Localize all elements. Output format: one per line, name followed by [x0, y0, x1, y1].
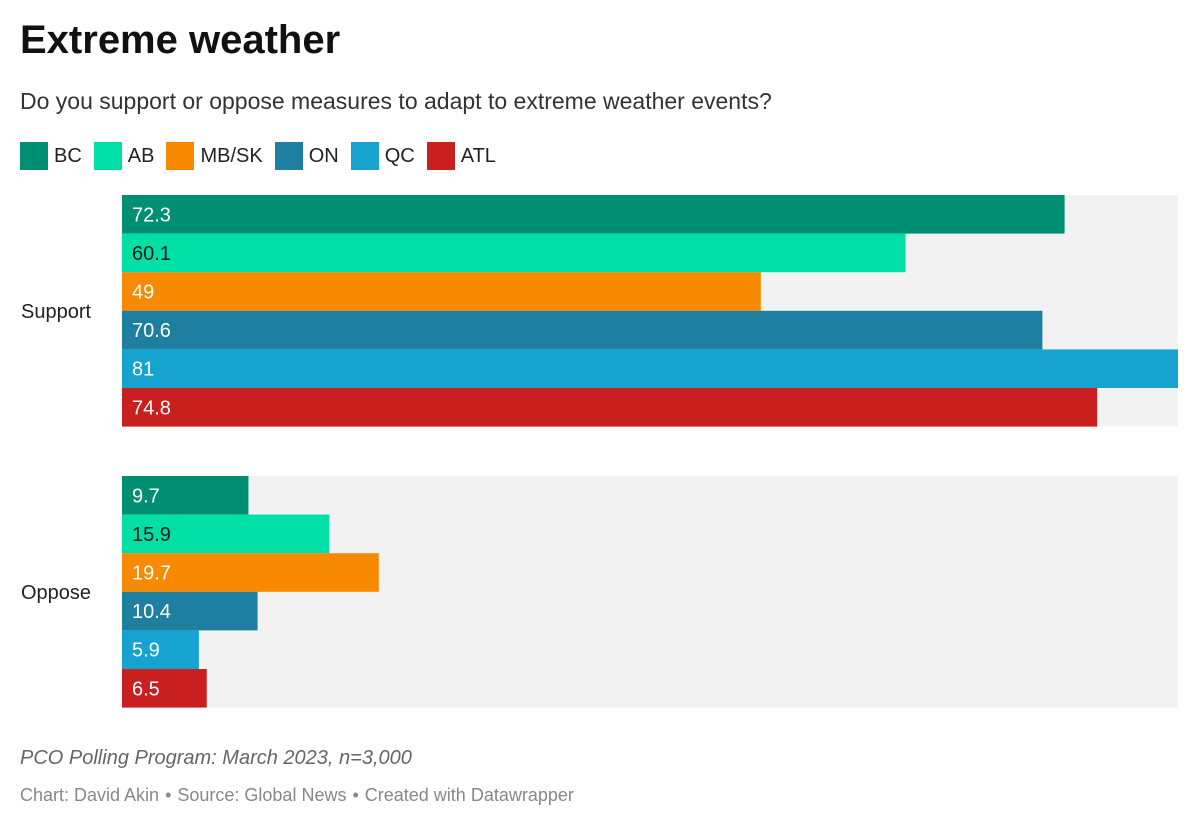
legend-swatch-ab — [93, 142, 122, 170]
legend-label-ab: AB — [127, 144, 155, 167]
bar-chart: Support 72.3 60.1 49 70.6 81 74.8 Oppose 9.7 15.9… — [21, 195, 1178, 708]
category-label-support: Support — [21, 301, 91, 323]
data-label-oppose-qc: 5.9 — [132, 640, 160, 662]
chart-subtitle: Do you support or oppose measures to ada… — [20, 88, 772, 114]
legend: BC AB MB/SK ON QC ATL — [20, 142, 508, 170]
data-label-support-mbsk: 49 — [132, 282, 154, 304]
legend-item-mbsk: MB/SK — [166, 142, 263, 170]
data-label-oppose-bc: 9.7 — [132, 485, 160, 507]
legend-swatch-qc — [350, 142, 379, 170]
bar-support-mbsk — [122, 272, 761, 311]
data-label-support-ab: 60.1 — [132, 243, 171, 265]
legend-label-on: ON — [308, 144, 339, 167]
chart-note: PCO Polling Program: March 2023, n=3,000 — [20, 747, 412, 769]
byline-separator: • — [165, 785, 172, 805]
data-label-oppose-mbsk: 19.7 — [132, 563, 171, 585]
legend-swatch-bc — [20, 142, 48, 170]
bar-support-qc — [122, 349, 1178, 388]
byline-separator: • — [352, 785, 359, 805]
bar-oppose-atl — [122, 669, 207, 708]
bar-oppose-bc — [122, 476, 249, 515]
bar-oppose-qc — [122, 630, 199, 669]
legend-label-qc: QC — [384, 144, 415, 167]
chart-tool: Created with Datawrapper — [364, 785, 574, 805]
chart-source: Source: Global News — [177, 785, 347, 805]
bar-support-bc — [122, 195, 1065, 234]
bar-oppose-ab — [122, 514, 330, 554]
legend-item-on: ON — [274, 142, 339, 170]
data-label-oppose-ab: 15.9 — [132, 524, 171, 546]
legend-item-ab: AB — [93, 142, 155, 170]
data-label-support-bc: 72.3 — [132, 204, 171, 226]
category-label-oppose: Oppose — [21, 582, 91, 604]
bar-oppose-mbsk — [122, 553, 379, 592]
legend-item-atl: ATL — [426, 142, 496, 170]
chart-credit: Chart: David Akin — [20, 785, 160, 805]
chart-title: Extreme weather — [20, 18, 341, 62]
bar-support-atl — [122, 388, 1098, 427]
data-label-support-atl: 74.8 — [132, 397, 171, 419]
legend-swatch-atl — [426, 142, 455, 170]
legend-label-bc: BC — [54, 144, 82, 167]
legend-item-bc: BC — [20, 142, 82, 170]
bar-support-on — [122, 310, 1043, 350]
bar-oppose-on — [122, 591, 258, 631]
data-label-oppose-atl: 6.5 — [132, 678, 160, 700]
data-label-oppose-on: 10.4 — [132, 601, 171, 623]
bar-support-ab — [122, 233, 906, 273]
data-label-support-on: 70.6 — [132, 320, 171, 342]
legend-label-mbsk: MB/SK — [200, 144, 263, 167]
legend-label-atl: ATL — [460, 144, 496, 167]
legend-swatch-mbsk — [166, 142, 195, 170]
chart-byline: Chart: David Akin • Source: Global News • Cr… — [20, 785, 574, 806]
legend-swatch-on — [274, 142, 303, 170]
legend-item-qc: QC — [350, 142, 415, 170]
data-label-support-qc: 81 — [132, 359, 154, 381]
